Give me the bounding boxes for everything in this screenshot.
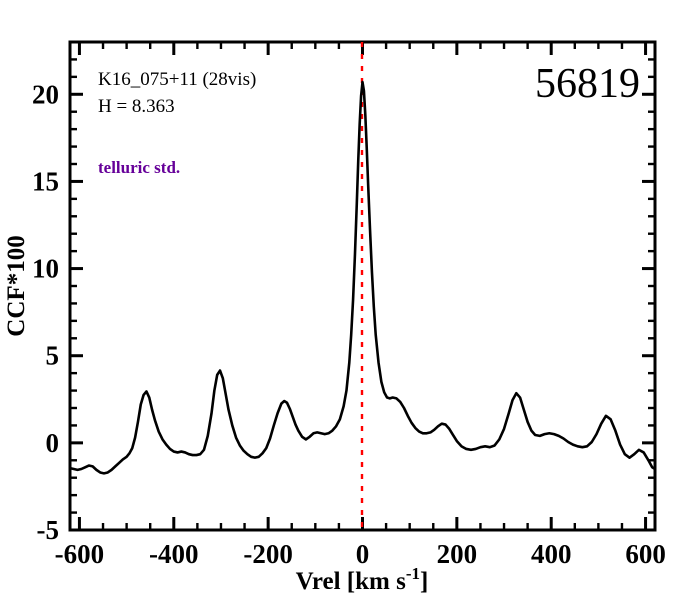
x-tick-labels: -600 -400 -200 0 200 400 600	[55, 539, 666, 569]
x-tick-label: -200	[243, 539, 293, 569]
x-tick-label: -600	[55, 539, 105, 569]
y-tick-labels: -5 0 5 10 15 20	[32, 79, 59, 545]
y-tick-label: 5	[46, 341, 60, 371]
ccf-data-curve	[68, 80, 657, 475]
plot-major-ticks	[70, 42, 655, 532]
y-axis-title: CCF*100	[3, 235, 30, 336]
telluric-standard-label: telluric std.	[98, 158, 180, 177]
h-magnitude-label: H = 8.363	[98, 96, 175, 117]
x-tick-label: 400	[531, 539, 572, 569]
y-tick-label: 15	[32, 166, 59, 196]
y-tick-label: 10	[32, 254, 59, 284]
x-axis-title: Vrel [km s-1]	[296, 564, 429, 595]
x-tick-label: 600	[625, 539, 666, 569]
observation-id-label: 56819	[535, 61, 640, 107]
x-tick-label: -400	[149, 539, 199, 569]
y-tick-label: 0	[46, 428, 60, 458]
target-name-label: K16_075+11 (28vis)	[98, 69, 256, 90]
x-tick-label: 200	[437, 539, 478, 569]
y-tick-label: -5	[37, 515, 60, 545]
y-tick-label: 20	[32, 79, 59, 109]
x-tick-label: 0	[356, 539, 370, 569]
